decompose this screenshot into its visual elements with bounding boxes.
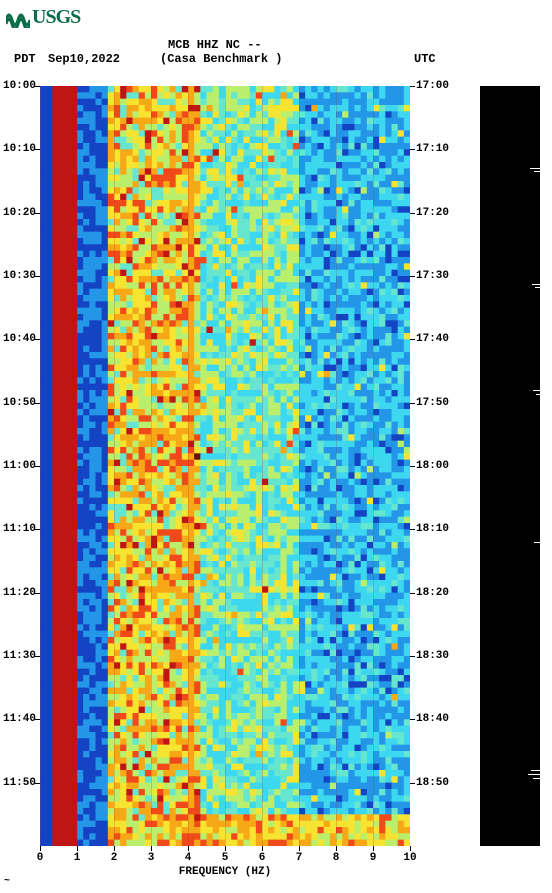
y-left-tick: 10:10 bbox=[2, 144, 36, 155]
date-label: Sep10,2022 bbox=[48, 52, 120, 66]
x-tick-mark bbox=[114, 846, 115, 851]
y-left-tick-mark bbox=[35, 86, 40, 87]
x-tick-mark bbox=[40, 846, 41, 851]
y-left-tick: 11:30 bbox=[2, 651, 36, 662]
x-tick: 5 bbox=[222, 852, 229, 864]
y-right-tick: 18:00 bbox=[416, 461, 449, 472]
x-tick: 1 bbox=[74, 852, 81, 864]
utc-label: UTC bbox=[414, 52, 436, 66]
y-left-tick: 11:40 bbox=[2, 714, 36, 725]
sidebar-tick bbox=[535, 287, 540, 288]
y-right-tick: 17:30 bbox=[416, 271, 449, 282]
sidebar-tick bbox=[532, 284, 540, 285]
pdt-label: PDT bbox=[14, 52, 36, 66]
x-tick: 7 bbox=[296, 852, 303, 864]
station-line: MCB HHZ NC -- bbox=[168, 38, 262, 52]
x-tick: 0 bbox=[37, 852, 44, 864]
y-right-tick: 18:50 bbox=[416, 778, 449, 789]
sidebar-tick bbox=[530, 168, 540, 169]
y-left-tick: 10:40 bbox=[2, 334, 36, 345]
y-right-tick: 17:10 bbox=[416, 144, 449, 155]
y-right-tick: 17:20 bbox=[416, 208, 449, 219]
y-right-tick-mark bbox=[410, 276, 415, 277]
sidebar-tick bbox=[534, 542, 540, 543]
x-tick: 4 bbox=[185, 852, 192, 864]
y-left-tick-mark bbox=[35, 149, 40, 150]
sidebar-tick bbox=[533, 778, 540, 779]
y-right-tick-mark bbox=[410, 403, 415, 404]
y-left-tick: 10:50 bbox=[2, 398, 36, 409]
y-left-tick-mark bbox=[35, 783, 40, 784]
x-tick-mark bbox=[77, 846, 78, 851]
x-tick: 10 bbox=[403, 852, 416, 864]
x-tick-mark bbox=[373, 846, 374, 851]
y-right-tick: 17:40 bbox=[416, 334, 449, 345]
amplitude-sidebar bbox=[480, 86, 540, 846]
sidebar-tick bbox=[528, 774, 540, 775]
sidebar-tick bbox=[536, 394, 540, 395]
usgs-logo-text: USGS bbox=[32, 6, 80, 29]
y-left-tick-mark bbox=[35, 403, 40, 404]
spectrogram-canvas bbox=[40, 86, 410, 846]
x-tick-mark bbox=[336, 846, 337, 851]
y-right-tick-mark bbox=[410, 719, 415, 720]
y-right-tick-mark bbox=[410, 783, 415, 784]
y-left-tick: 10:00 bbox=[2, 81, 36, 92]
x-tick-mark bbox=[410, 846, 411, 851]
x-tick-mark bbox=[225, 846, 226, 851]
x-tick-mark bbox=[299, 846, 300, 851]
y-right-tick: 17:50 bbox=[416, 398, 449, 409]
y-right-tick-mark bbox=[410, 593, 415, 594]
x-tick-mark bbox=[151, 846, 152, 851]
y-left-tick: 10:20 bbox=[2, 208, 36, 219]
x-tick: 6 bbox=[259, 852, 266, 864]
y-left-tick: 11:00 bbox=[2, 461, 36, 472]
x-tick-mark bbox=[262, 846, 263, 851]
y-right-tick-mark bbox=[410, 466, 415, 467]
y-right-tick-mark bbox=[410, 213, 415, 214]
y-right-tick-mark bbox=[410, 656, 415, 657]
location-line: (Casa Benchmark ) bbox=[160, 52, 282, 66]
y-left-tick-mark bbox=[35, 593, 40, 594]
x-tick: 3 bbox=[148, 852, 155, 864]
y-left-tick-mark bbox=[35, 529, 40, 530]
x-axis-label: FREQUENCY (HZ) bbox=[179, 866, 271, 878]
y-left-tick-mark bbox=[35, 466, 40, 467]
y-left-tick: 11:10 bbox=[2, 524, 36, 535]
y-left-tick-mark bbox=[35, 339, 40, 340]
y-left-tick: 11:20 bbox=[2, 588, 36, 599]
x-tick: 9 bbox=[370, 852, 377, 864]
sidebar-tick bbox=[533, 390, 540, 391]
y-right-tick-mark bbox=[410, 339, 415, 340]
y-right-tick: 18:20 bbox=[416, 588, 449, 599]
y-left-tick: 10:30 bbox=[2, 271, 36, 282]
y-left-tick-mark bbox=[35, 656, 40, 657]
sidebar-tick bbox=[534, 171, 540, 172]
usgs-wave-icon bbox=[6, 8, 30, 28]
y-left-tick-mark bbox=[35, 276, 40, 277]
y-right-tick: 18:40 bbox=[416, 714, 449, 725]
tilde-mark: ~ bbox=[4, 876, 10, 887]
sidebar-tick bbox=[531, 770, 540, 771]
y-right-tick-mark bbox=[410, 529, 415, 530]
x-tick: 8 bbox=[333, 852, 340, 864]
usgs-logo: USGS bbox=[6, 6, 80, 29]
y-left-tick-mark bbox=[35, 213, 40, 214]
y-left-tick-mark bbox=[35, 719, 40, 720]
y-right-tick-mark bbox=[410, 86, 415, 87]
y-right-tick: 18:30 bbox=[416, 651, 449, 662]
y-right-tick: 17:00 bbox=[416, 81, 449, 92]
y-left-tick: 11:50 bbox=[2, 778, 36, 789]
y-right-tick: 18:10 bbox=[416, 524, 449, 535]
y-right-tick-mark bbox=[410, 149, 415, 150]
x-tick-mark bbox=[188, 846, 189, 851]
x-tick: 2 bbox=[111, 852, 118, 864]
